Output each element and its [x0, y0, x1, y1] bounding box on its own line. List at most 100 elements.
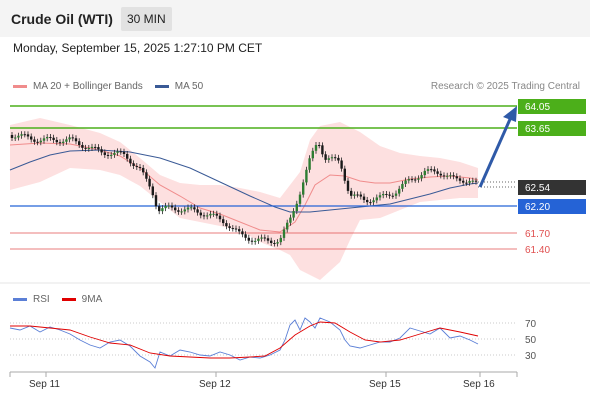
candle: [193, 207, 196, 210]
candle: [110, 154, 113, 156]
candle: [199, 212, 202, 216]
candle: [452, 175, 455, 177]
candle: [378, 195, 382, 198]
candle: [356, 194, 359, 196]
candle: [58, 142, 62, 144]
candle: [366, 199, 369, 203]
rsi-swatch: [13, 298, 27, 301]
legend-rsi: RSI: [33, 294, 50, 305]
level-label-61.40: 61.40: [525, 245, 550, 256]
candle: [471, 180, 474, 182]
candle: [81, 144, 84, 148]
candle: [234, 228, 238, 230]
level-label-61.70: 61.70: [525, 229, 550, 240]
level-label-bg-63.65: [518, 121, 586, 136]
candle: [228, 226, 231, 229]
candle: [215, 213, 218, 216]
candle: [276, 242, 279, 244]
level-label-bg-62.54: [518, 180, 586, 195]
level-label-62.20: 62.20: [525, 202, 550, 213]
candle: [350, 190, 353, 196]
candle: [314, 145, 318, 151]
chart-header: Crude Oil (WTI) 30 MIN: [0, 0, 590, 37]
candle: [449, 175, 452, 177]
candle: [42, 138, 46, 141]
candle: [186, 207, 190, 210]
candle: [414, 179, 417, 181]
rsi-tick-30: 30: [525, 351, 537, 362]
candle: [420, 175, 423, 179]
forecast-arrow: [478, 116, 513, 188]
candle: [135, 165, 138, 168]
candle: [279, 237, 282, 243]
candle: [273, 242, 276, 244]
candle: [39, 140, 42, 143]
candle: [119, 151, 122, 153]
candle: [23, 134, 26, 136]
legend-bollinger: MA 20 + Bollinger Bands: [33, 81, 143, 92]
candle: [49, 137, 52, 139]
candle: [439, 173, 442, 176]
candle: [266, 238, 270, 241]
candle: [196, 209, 199, 213]
candle: [330, 157, 334, 159]
candle: [359, 194, 362, 197]
candle: [270, 240, 273, 243]
candle: [209, 213, 212, 216]
candle: [423, 170, 426, 176]
candle: [225, 223, 228, 227]
candle: [158, 206, 161, 212]
candle: [151, 186, 154, 196]
candle: [26, 134, 30, 137]
candle: [145, 172, 148, 179]
candle: [369, 202, 372, 204]
candle: [241, 231, 244, 235]
candle: [183, 209, 186, 212]
candle: [426, 169, 430, 171]
x-label-sep15: Sep 15: [369, 379, 401, 390]
rsi-ma-line: [10, 321, 479, 359]
candle: [455, 176, 458, 179]
candle: [286, 222, 289, 230]
candle: [126, 153, 129, 159]
candle: [327, 158, 330, 160]
candle: [394, 193, 398, 196]
rsi-legend: RSI 9MA: [13, 294, 102, 305]
candle: [298, 194, 302, 204]
candle: [257, 238, 260, 241]
candle: [410, 179, 414, 181]
candle: [202, 215, 206, 217]
candle: [154, 195, 158, 207]
candle: [250, 240, 254, 242]
candle: [142, 167, 145, 173]
candle: [324, 154, 327, 160]
candle: [308, 158, 311, 170]
candle: [340, 160, 343, 169]
candle: [417, 178, 420, 180]
candle: [10, 135, 14, 138]
candle: [138, 167, 142, 169]
ma50-line: [9, 149, 479, 213]
candle: [68, 137, 71, 140]
candle: [90, 146, 94, 149]
candle: [247, 237, 250, 241]
candle: [177, 210, 180, 212]
candles: [10, 131, 478, 247]
candle: [180, 211, 183, 213]
candle: [174, 207, 177, 211]
candle: [382, 194, 385, 196]
candle: [321, 145, 324, 155]
timeframe-badge[interactable]: 30 MIN: [121, 7, 172, 31]
candle: [318, 145, 321, 147]
instrument-title: Crude Oil (WTI): [11, 11, 113, 27]
candle: [446, 175, 449, 177]
candle: [238, 229, 241, 232]
candle: [398, 188, 401, 194]
x-label-sep12: Sep 12: [199, 379, 231, 390]
candle: [372, 200, 375, 203]
level-label-bg-64.05: [518, 99, 586, 114]
candle: [391, 195, 394, 197]
candle: [474, 180, 478, 182]
candle: [206, 215, 209, 217]
